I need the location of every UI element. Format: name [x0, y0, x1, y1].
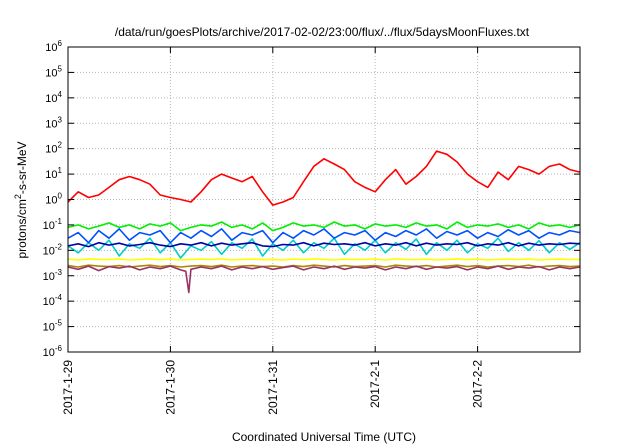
y-tick-label-exponent: 4 [58, 90, 63, 99]
series-line-7 [67, 264, 581, 268]
y-tick-label-base: 10 [43, 322, 55, 334]
y-tick-label-base: 10 [45, 42, 57, 54]
y-axis-label-sup: 2 [13, 194, 23, 199]
series-line-2 [67, 221, 581, 232]
y-tick-label-base: 10 [43, 220, 55, 232]
y-tick-label-exponent: 1 [58, 166, 63, 175]
y-tick-label-base: 10 [43, 296, 55, 308]
y-tick-label-exponent: 6 [58, 39, 63, 48]
x-tick-label: 2017-1-30 [163, 360, 177, 415]
y-tick-label: 105 [45, 64, 62, 79]
y-tick-label: 100 [45, 192, 62, 207]
y-tick-label-base: 10 [43, 347, 55, 359]
y-tick-label-exponent: -6 [55, 344, 63, 353]
y-tick-label-exponent: -1 [55, 217, 63, 226]
y-tick-label-exponent: -4 [55, 293, 63, 302]
x-tick-label: 2017-1-31 [266, 360, 280, 415]
y-tick-label: 10-3 [43, 268, 63, 283]
x-axis-label: Coordinated Universal Time (UTC) [232, 430, 416, 444]
series-line-8 [67, 265, 581, 294]
series-line-4 [67, 228, 581, 244]
y-tick-label: 10-6 [43, 344, 63, 359]
grid [68, 47, 580, 352]
y-tick-label: 10-1 [43, 217, 63, 232]
y-tick-label-base: 10 [45, 93, 57, 105]
y-tick-label-exponent: 5 [58, 64, 63, 73]
x-axis: 2017-1-29 2017-1-30 2017-1-31 2017-2-1 2017-… [61, 47, 485, 415]
y-tick-label: 10-4 [43, 293, 63, 308]
y-tick-label-base: 10 [43, 271, 55, 283]
series-line-5 [67, 241, 581, 248]
y-tick-label-base: 10 [45, 144, 57, 156]
y-tick-label-exponent: -5 [55, 319, 63, 328]
series-line-6 [67, 258, 581, 261]
series-line-1 [67, 150, 581, 206]
y-tick-label-base: 10 [45, 67, 57, 79]
y-axis-label: protons/cm2-s-sr-MeV [13, 141, 29, 258]
y-tick-label: 103 [45, 115, 62, 130]
y-tick-label-base: 10 [45, 195, 57, 207]
y-tick-label-exponent: -3 [55, 268, 63, 277]
y-tick-label-exponent: 3 [58, 115, 63, 124]
series-lines [67, 150, 581, 294]
y-axis-label-tail: -s-sr-MeV [15, 141, 29, 194]
y-tick-label-base: 10 [45, 118, 57, 130]
y-tick-label-base: 10 [45, 169, 57, 181]
y-axis-label-main: protons/cm [15, 199, 29, 258]
chart-title: /data/run/goesPlots/archive/2017-02-02/2… [115, 25, 530, 39]
x-tick-label: 2017-1-29 [61, 360, 75, 415]
y-tick-label-exponent: 0 [58, 192, 63, 201]
y-tick-label: 106 [45, 39, 62, 54]
y-tick-label: 101 [45, 166, 62, 181]
y-tick-label-exponent: -2 [55, 242, 63, 251]
y-tick-label: 104 [45, 90, 62, 105]
y-tick-label: 10-5 [43, 319, 63, 334]
series-line-3 [67, 237, 581, 259]
y-tick-label-base: 10 [43, 245, 55, 257]
y-tick-label-exponent: 2 [58, 141, 63, 150]
y-tick-label: 102 [45, 141, 62, 156]
x-tick-label: 2017-2-2 [471, 360, 485, 408]
y-tick-label: 10-2 [43, 242, 63, 257]
x-tick-label: 2017-2-1 [368, 360, 382, 408]
y-axis: 10-610-510-410-310-210-11001011021031041… [43, 39, 580, 359]
